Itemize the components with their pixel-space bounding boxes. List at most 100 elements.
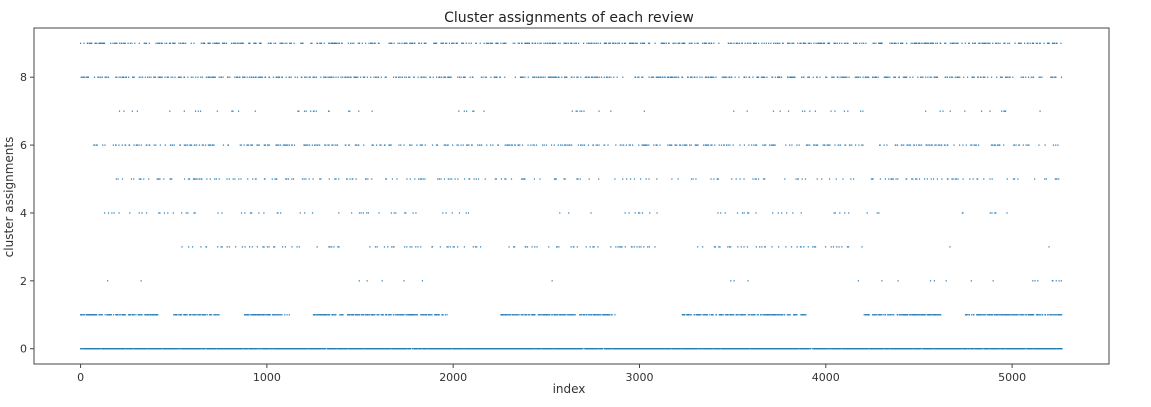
data-point [536, 76, 538, 78]
data-point [872, 42, 874, 44]
data-point [987, 76, 989, 78]
data-point [659, 144, 661, 146]
data-point [633, 246, 635, 248]
data-point [848, 76, 850, 78]
data-point [991, 76, 993, 78]
data-point [416, 314, 419, 316]
data-point [737, 42, 739, 44]
data-point [581, 110, 583, 112]
data-point [157, 42, 159, 44]
data-point [148, 42, 150, 44]
data-point [1044, 144, 1046, 146]
data-point [762, 178, 765, 180]
data-point [101, 314, 103, 316]
data-point [762, 314, 764, 316]
data-point [194, 212, 196, 214]
data-point [754, 144, 757, 146]
data-point [462, 348, 465, 350]
data-point [621, 144, 623, 146]
data-point [1039, 42, 1041, 44]
data-point [497, 42, 499, 44]
data-point [387, 314, 389, 316]
data-point [839, 42, 841, 44]
data-point [507, 144, 510, 146]
data-point [367, 314, 369, 316]
data-point [282, 42, 284, 44]
data-point [838, 246, 840, 248]
data-point [159, 178, 161, 180]
data-point [664, 76, 666, 78]
data-point [746, 42, 748, 44]
data-point [320, 76, 322, 78]
data-point [633, 178, 636, 180]
data-point [598, 110, 600, 112]
data-point [145, 212, 148, 214]
data-point [417, 76, 419, 78]
data-point [473, 178, 475, 180]
data-point [585, 246, 587, 248]
data-point [379, 144, 381, 146]
data-point [532, 144, 534, 146]
data-point [530, 314, 532, 316]
data-point [311, 212, 314, 214]
data-point [590, 212, 592, 214]
data-point [694, 314, 696, 316]
data-point [691, 76, 693, 78]
data-point [218, 314, 220, 316]
data-point [477, 144, 479, 146]
data-point [768, 314, 770, 316]
data-point [576, 76, 578, 78]
data-point [680, 348, 683, 350]
data-point [800, 76, 803, 78]
data-point [919, 314, 921, 316]
data-point [253, 42, 255, 44]
data-point [1001, 110, 1003, 112]
data-point [551, 76, 553, 78]
data-point [356, 76, 358, 78]
data-point [390, 314, 392, 316]
data-point [392, 314, 394, 316]
data-point [363, 144, 365, 146]
data-point [169, 42, 172, 44]
data-point [839, 76, 841, 78]
data-point [717, 212, 719, 214]
data-point [579, 314, 581, 316]
data-point [303, 110, 306, 112]
data-point [694, 76, 696, 78]
data-point [866, 76, 868, 78]
data-point [719, 246, 721, 248]
data-point [277, 144, 279, 146]
data-point [522, 76, 524, 78]
data-point [624, 42, 627, 44]
data-point [920, 42, 922, 44]
data-point [408, 76, 410, 78]
data-point [456, 42, 458, 44]
data-point [335, 76, 337, 78]
data-point [774, 42, 776, 44]
data-point [761, 76, 764, 78]
data-point [247, 178, 249, 180]
data-point [170, 144, 172, 146]
data-point [739, 178, 741, 180]
data-point [185, 42, 187, 44]
data-point [805, 314, 807, 316]
data-point [500, 42, 502, 44]
data-point [280, 212, 282, 214]
data-point [410, 348, 412, 350]
data-point [645, 178, 647, 180]
data-point [800, 246, 802, 248]
data-point [304, 212, 306, 214]
data-point [363, 314, 365, 316]
data-point [420, 144, 422, 146]
data-point [911, 178, 913, 180]
data-point [321, 314, 323, 316]
data-point [367, 212, 370, 214]
data-point [991, 144, 994, 146]
data-point [268, 144, 270, 146]
data-point [393, 42, 395, 44]
data-point [999, 144, 1001, 146]
data-point [183, 178, 186, 180]
data-point [917, 76, 919, 78]
data-point [280, 42, 282, 44]
data-point [1002, 314, 1005, 316]
